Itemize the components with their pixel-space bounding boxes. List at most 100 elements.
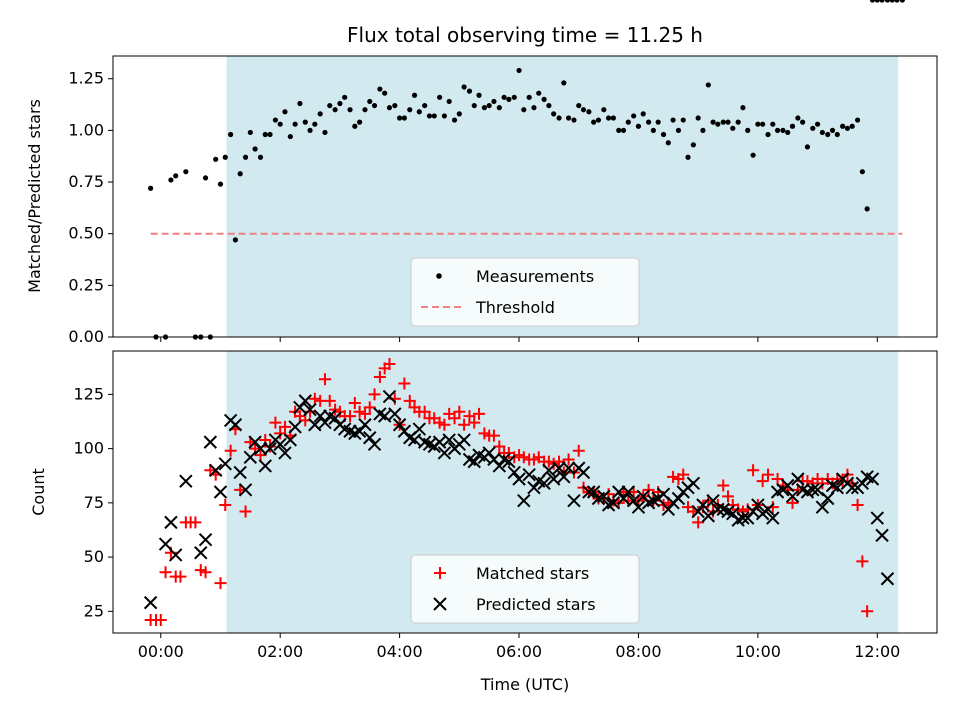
legend-matched-marker <box>434 567 446 579</box>
measurement-point <box>342 94 348 100</box>
matched-star-marker <box>344 410 357 423</box>
measurement-point <box>317 111 323 117</box>
y-tick-label: 125 <box>73 384 104 403</box>
predicted-star-marker <box>467 454 481 469</box>
top-panel: 0.00 0.25 0.50 0.75 1.00 1.25 Matched/Predict… <box>25 0 938 346</box>
predicted-star-marker <box>388 407 402 421</box>
predicted-star-marker <box>711 502 725 517</box>
measurement-point <box>561 80 567 86</box>
measurement-point <box>148 185 154 191</box>
x-tick-label: 00:00 <box>138 642 184 661</box>
measurement-point <box>576 102 582 109</box>
matched-star-marker <box>756 475 769 488</box>
top-plot-frame <box>112 55 938 338</box>
measurement-point <box>426 113 433 119</box>
matched-star-marker <box>308 392 321 405</box>
measurement-point <box>755 121 761 127</box>
measurement-point <box>705 82 711 88</box>
matched-star-marker <box>358 407 371 420</box>
measurement-point <box>173 173 179 179</box>
measurement-point <box>765 131 771 138</box>
predicted-star-marker <box>194 546 208 560</box>
measurement-point <box>804 144 811 150</box>
measurement-point <box>247 129 253 136</box>
matched-star-marker <box>214 577 227 590</box>
predicted-star-marker <box>597 489 611 504</box>
predicted-star-marker <box>507 465 521 480</box>
predicted-star-marker <box>313 409 327 423</box>
matched-star-marker <box>856 555 869 568</box>
measurement-point <box>785 129 791 136</box>
measurement-point <box>675 127 682 133</box>
measurement-point <box>889 0 895 3</box>
matched-star-marker <box>677 468 690 481</box>
measurement-point <box>825 131 831 138</box>
measurement-point <box>307 127 313 133</box>
measurement-point <box>735 119 741 125</box>
legend-threshold-label: Threshold <box>475 298 555 317</box>
predicted-star-marker <box>865 472 880 486</box>
measurement-point <box>252 146 258 152</box>
matched-star-marker <box>403 394 416 407</box>
measurement-point <box>730 125 736 131</box>
measurement-point <box>526 94 532 100</box>
measurement-point <box>601 107 607 113</box>
predicted-star-marker <box>845 480 859 495</box>
measurement-point <box>506 96 512 102</box>
predicted-star-marker <box>522 467 536 482</box>
matched-star-marker <box>323 394 336 407</box>
measurement-point <box>282 109 288 115</box>
measurement-point <box>516 67 522 74</box>
matched-star-marker <box>453 405 466 418</box>
measurement-point <box>695 115 701 121</box>
y-tick-label: 75 <box>84 493 104 512</box>
predicted-star-marker <box>552 461 566 475</box>
predicted-star-marker <box>815 500 830 514</box>
bottom-x-axis: 00:00 02:00 04:00 06:00 08:00 10:00 12:00 <box>138 633 900 661</box>
measurement-point <box>670 117 676 123</box>
measurement-point <box>431 113 437 119</box>
predicted-star-marker <box>880 572 895 586</box>
x-tick-label: 04:00 <box>377 642 423 661</box>
y-tick-label: 50 <box>84 547 104 566</box>
matched-star-marker <box>717 479 730 492</box>
x-tick-label: 06:00 <box>496 642 542 661</box>
measurement-point <box>257 154 264 160</box>
measurement-point <box>222 154 228 160</box>
measurement-point <box>272 117 279 123</box>
bottom-legend-box <box>410 554 640 624</box>
predicted-star-marker <box>830 480 844 495</box>
measurement-point <box>780 127 786 133</box>
predicted-star-marker <box>616 491 631 506</box>
y-tick-label: 0.25 <box>68 275 104 294</box>
predicted-star-marker <box>203 435 218 449</box>
matched-star-marker <box>468 416 481 429</box>
legend-measurements-marker <box>436 273 442 279</box>
bottom-y-axis: 25 50 75 100 125 <box>73 384 113 620</box>
measurement-point <box>232 237 239 243</box>
matched-star-marker <box>224 444 237 457</box>
measurement-point <box>422 102 428 109</box>
measurement-point <box>586 109 592 115</box>
top-legend-box <box>410 257 640 327</box>
measurement-point <box>386 105 393 111</box>
predicted-star-marker <box>179 474 193 488</box>
matched-star-marker <box>398 377 411 390</box>
predicted-star-marker <box>258 459 272 473</box>
measurement-point <box>202 175 209 181</box>
predicted-star-marker <box>298 394 312 408</box>
matched-star-marker <box>517 451 530 464</box>
measurement-point <box>456 111 462 117</box>
measurement-point <box>531 105 537 111</box>
predicted-star-marker <box>213 485 228 499</box>
measurement-point <box>680 117 686 123</box>
measurement-point <box>327 102 333 109</box>
matched-star-marker <box>363 401 376 414</box>
predicted-star-marker <box>761 502 775 517</box>
measurement-point <box>476 92 482 98</box>
matched-star-marker <box>219 499 232 512</box>
matched-star-marker <box>304 405 317 418</box>
matched-star-marker <box>448 412 461 425</box>
matched-star-marker <box>154 613 167 626</box>
